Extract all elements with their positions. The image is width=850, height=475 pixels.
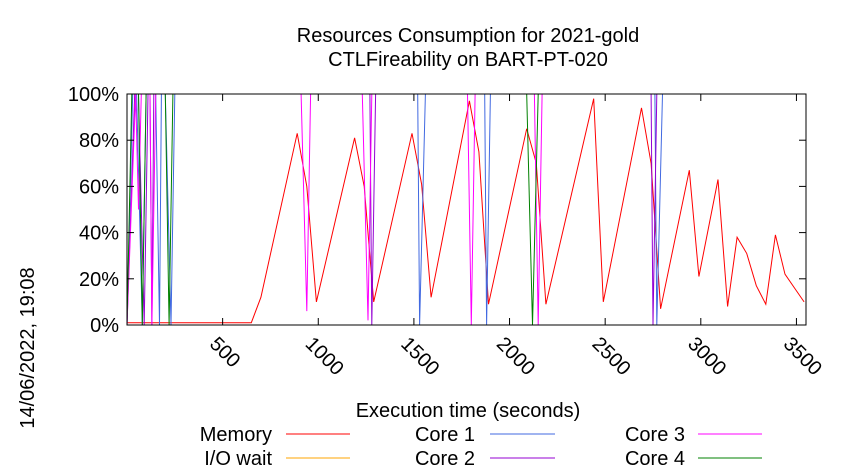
y-tick-label: 20% — [79, 269, 119, 291]
x-axis-label: Execution time (seconds) — [356, 400, 581, 422]
plot-frame — [126, 93, 807, 326]
legend-label: Core 4 — [625, 448, 685, 470]
series-line-core-2 — [126, 93, 805, 326]
x-tick-label: 1500 — [396, 333, 443, 380]
series-line-memory — [127, 98, 805, 324]
x-tick-label: 1000 — [301, 333, 348, 380]
legend-label: Memory — [200, 424, 272, 446]
legend-label: I/O wait — [204, 448, 272, 470]
x-tick-label: 3500 — [779, 333, 826, 380]
plot-area — [126, 93, 805, 326]
y-tick-label: 0% — [90, 315, 119, 337]
y-tick-label: 40% — [79, 223, 119, 245]
y-tick-label: 100% — [68, 84, 119, 106]
series-line-core-3 — [126, 93, 805, 326]
x-tick-label: 2000 — [492, 333, 539, 380]
series-line-core-1 — [126, 93, 805, 326]
legend-label: Core 2 — [415, 448, 475, 470]
chart-subtitle: CTLFireability on BART-PT-020 — [328, 49, 608, 71]
timestamp-label: 14/06/2022, 19:08 — [17, 267, 39, 428]
y-tick-label: 80% — [79, 130, 119, 152]
y-axis: 0% 20% 40% 60% 80% 100% — [68, 84, 806, 337]
legend-label: Core 3 — [625, 424, 685, 446]
series-line-core-4 — [126, 93, 805, 326]
chart-title: Resources Consumption for 2021-gold — [297, 25, 639, 47]
y-tick-label: 60% — [79, 176, 119, 198]
x-tick-label: 3000 — [683, 333, 730, 380]
legend-label: Core 1 — [415, 424, 475, 446]
x-tick-label: 2500 — [588, 333, 635, 380]
x-tick-label: 500 — [205, 333, 244, 372]
